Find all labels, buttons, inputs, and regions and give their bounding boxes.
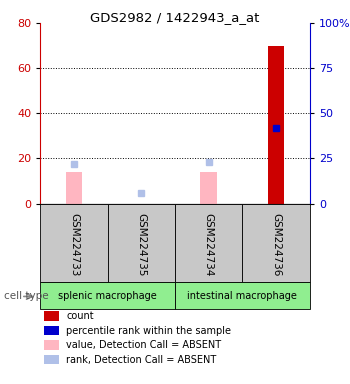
Bar — [268, 46, 285, 204]
Bar — [175, 204, 242, 282]
Text: percentile rank within the sample: percentile rank within the sample — [66, 326, 231, 336]
Text: GSM224735: GSM224735 — [136, 213, 146, 276]
Text: GSM224733: GSM224733 — [69, 213, 79, 276]
Text: count: count — [66, 311, 94, 321]
Bar — [65, 172, 82, 204]
Text: rank, Detection Call = ABSENT: rank, Detection Call = ABSENT — [66, 355, 217, 365]
Bar — [175, 282, 310, 309]
Bar — [40, 204, 108, 282]
Text: GDS2982 / 1422943_a_at: GDS2982 / 1422943_a_at — [90, 12, 260, 25]
Text: value, Detection Call = ABSENT: value, Detection Call = ABSENT — [66, 340, 222, 350]
Text: GSM224736: GSM224736 — [271, 213, 281, 276]
Bar — [40, 282, 175, 309]
Text: splenic macrophage: splenic macrophage — [58, 291, 157, 301]
Text: cell type: cell type — [4, 291, 48, 301]
Bar — [200, 172, 217, 204]
Text: GSM224734: GSM224734 — [204, 213, 214, 276]
Bar — [108, 204, 175, 282]
Text: intestinal macrophage: intestinal macrophage — [188, 291, 297, 301]
Bar — [242, 204, 310, 282]
